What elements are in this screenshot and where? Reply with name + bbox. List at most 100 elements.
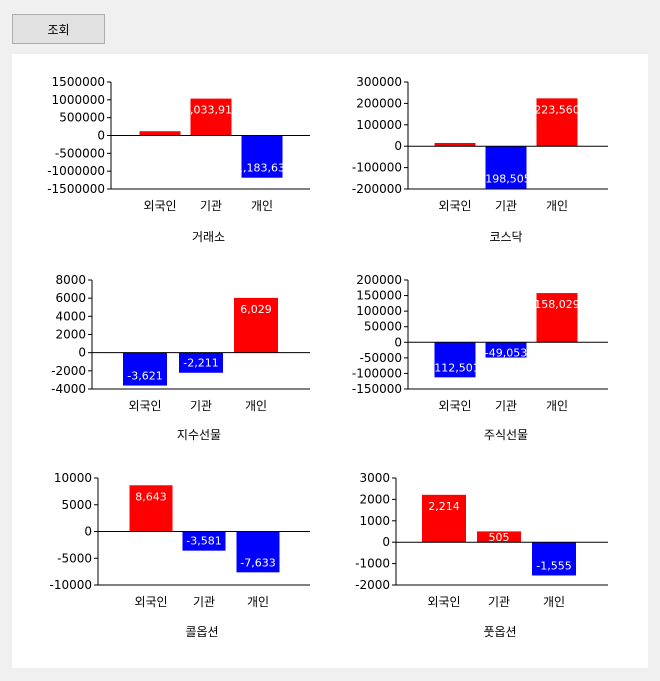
x-category-label: 외국인	[438, 199, 471, 213]
x-category-label: 기관	[193, 595, 215, 609]
bar-2	[190, 98, 232, 136]
query-button[interactable]: 조회	[12, 14, 105, 44]
x-category-label: 개인	[247, 595, 269, 609]
x-category-label: 기관	[495, 199, 517, 213]
y-tick-label: 0	[394, 335, 402, 349]
x-category-label: 기관	[488, 595, 510, 609]
chart-title: 거래소	[192, 230, 225, 244]
bar-1	[434, 142, 476, 147]
bar-value-label: -198,505	[481, 173, 530, 186]
bar-value-label: 223,560	[534, 103, 580, 116]
chart-2: 300000 200000 100000 0 -100000 -200000 외국인 -198…	[352, 75, 608, 244]
chart-title: 콜옵션	[185, 625, 218, 639]
y-tick-label: 1000	[359, 514, 390, 528]
bar-1	[139, 131, 181, 136]
y-tick-label: 0	[382, 535, 390, 549]
y-tick-label: -100000	[352, 161, 402, 175]
y-tick-label: 0	[84, 525, 92, 539]
y-tick-label: -100000	[352, 366, 402, 380]
y-tick-label: 1500000	[52, 75, 105, 89]
bar-value-label: -2,211	[183, 357, 218, 370]
x-category-label: 외국인	[143, 199, 176, 213]
y-tick-label: 2000	[55, 328, 86, 342]
y-tick-label: 100000	[356, 118, 402, 132]
chart-title: 코스닥	[489, 230, 522, 244]
x-category-label: 개인	[245, 399, 267, 413]
bar-1	[129, 485, 173, 532]
y-tick-label: 200000	[356, 96, 402, 110]
bar-value-label: 8,643	[135, 490, 167, 503]
y-tick-label: -500000	[55, 146, 105, 160]
y-tick-label: -1000000	[47, 164, 105, 178]
bar-1	[123, 352, 167, 386]
y-tick-label: 0	[394, 139, 402, 153]
bar-value-label: -3,621	[127, 370, 162, 383]
y-tick-label: 5000	[61, 498, 92, 512]
x-category-label: 외국인	[438, 399, 471, 413]
bar-value-label: -49,053	[485, 347, 527, 360]
y-tick-label: -4000	[51, 382, 86, 396]
y-tick-label: -200000	[352, 182, 402, 196]
x-category-label: 외국인	[128, 399, 161, 413]
y-tick-label: 1000000	[52, 93, 105, 107]
x-category-label: 기관	[190, 399, 212, 413]
y-tick-label: 500000	[59, 111, 105, 125]
charts-canvas: 150000010000005000000-500000-1000000-150…	[47, 75, 608, 639]
x-category-label: 개인	[543, 595, 565, 609]
y-tick-label: 200000	[356, 273, 402, 287]
bar-2	[477, 531, 521, 543]
bar-value-label: 505	[489, 531, 510, 544]
y-tick-label: 10000	[54, 471, 92, 485]
bar-value-label: 158,029	[534, 298, 580, 311]
y-tick-label: 0	[78, 346, 86, 360]
y-tick-label: -5000	[57, 551, 92, 565]
chart-1: 1500000 1000000 500000 0 -500000 -1000000 -150…	[47, 75, 310, 244]
y-tick-label: -1500000	[47, 182, 105, 196]
bar-3	[536, 293, 578, 343]
x-category-label: 개인	[546, 399, 568, 413]
y-tick-label: 2000	[359, 492, 390, 506]
bar-value-label: -112,501	[430, 361, 479, 374]
y-tick-label: 100000	[356, 304, 402, 318]
y-tick-label: 150000	[356, 289, 402, 303]
y-tick-label: 8000	[55, 273, 86, 287]
y-tick-label: 0	[97, 129, 105, 143]
y-tick-label: -2000	[355, 578, 390, 592]
chart-title: 풋옵션	[483, 625, 516, 639]
charts-panel: 1500000 1000000 500000 0 -500000 -1000000 -150…	[12, 54, 648, 668]
bar-3	[234, 297, 278, 353]
bar-2	[485, 342, 527, 358]
y-tick-label: -10000	[49, 578, 92, 592]
chart-5: 10000 5000 0 -5000 -10000 8,643 외국인 -3,581 기관 -7,…	[49, 471, 310, 639]
x-category-label: 외국인	[134, 595, 167, 609]
bar-value-label: 2,214	[428, 500, 460, 513]
bar-2	[182, 531, 226, 551]
bar-1	[422, 494, 466, 543]
y-tick-label: -150000	[352, 382, 402, 396]
bar-3	[236, 531, 280, 573]
bar-value-label: 1,033,917	[183, 104, 239, 117]
bar-value-label: -1,183,634	[232, 162, 292, 175]
chart-title: 주식선물	[484, 428, 528, 442]
chart-title: 지수선물	[177, 428, 221, 442]
bar-2	[485, 146, 527, 189]
bar-value-label: -1,555	[536, 559, 571, 572]
x-category-label: 기관	[495, 399, 517, 413]
bar-value-label: 6,029	[240, 303, 272, 316]
chart-6: 3000 2000 1000 0 -1000 -2000 2,214 외국인 505 기관 -1,5…	[355, 471, 608, 639]
chart-3: 8000 6000 4000 2000 0 -2000 -4000 -3,621 외국인 -2,2…	[51, 273, 310, 442]
bar-3	[536, 98, 578, 147]
y-tick-label: -50000	[359, 351, 402, 365]
y-tick-label: 3000	[359, 471, 390, 485]
bar-3	[241, 135, 283, 178]
y-tick-label: 6000	[55, 291, 86, 305]
x-category-label: 개인	[251, 199, 273, 213]
bar-value-label: -7,633	[240, 556, 275, 569]
x-category-label: 기관	[200, 199, 222, 213]
x-category-label: 외국인	[427, 595, 460, 609]
bar-2	[179, 352, 223, 373]
y-tick-label: 50000	[364, 320, 402, 334]
y-tick-label: -1000	[355, 557, 390, 571]
y-tick-label: 4000	[55, 309, 86, 323]
